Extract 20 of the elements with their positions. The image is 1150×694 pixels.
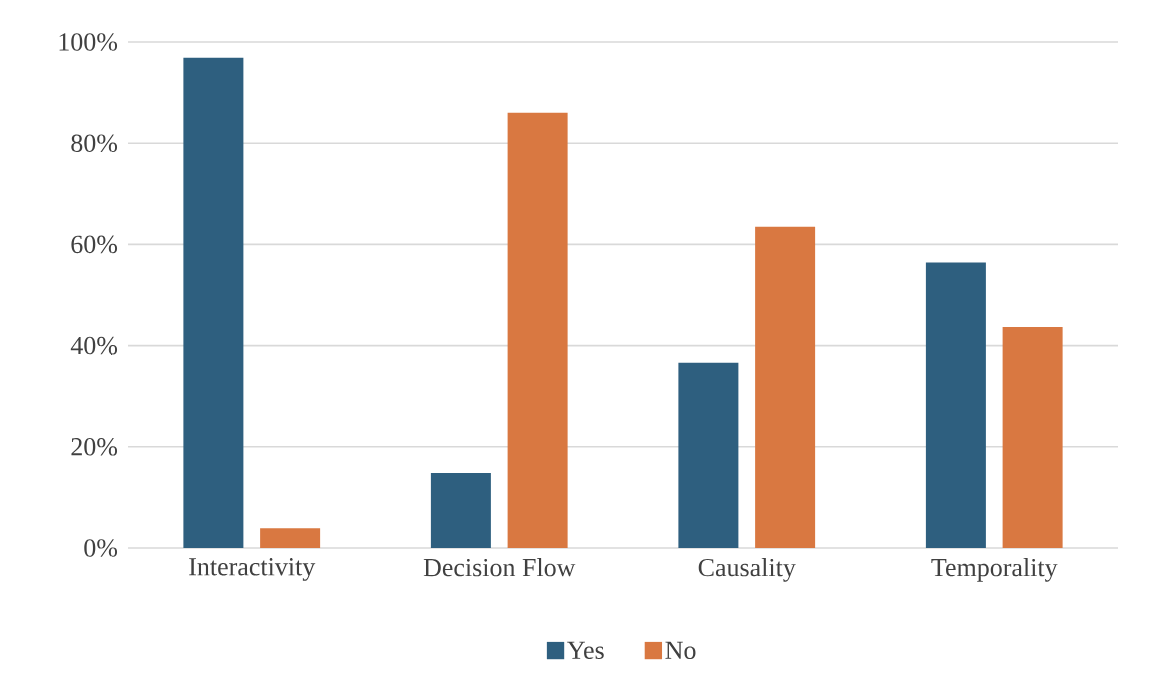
legend-label: Yes xyxy=(567,641,604,659)
bar xyxy=(1002,326,1063,548)
bar xyxy=(430,473,491,548)
y-tick-label: 20% xyxy=(71,437,118,456)
y-tick-label: 60% xyxy=(71,235,118,254)
y-tick-label: 40% xyxy=(70,336,118,355)
bar xyxy=(755,226,816,548)
x-tick-label: Causality xyxy=(698,558,796,582)
legend-label: No xyxy=(665,641,696,659)
y-tick-label: 0% xyxy=(84,539,118,557)
bar xyxy=(260,528,321,548)
x-tick-label: Temporality xyxy=(931,558,1058,582)
bar xyxy=(678,362,739,548)
y-tick-label: 80% xyxy=(71,134,118,153)
x-tick-label: Interactivity xyxy=(189,558,316,581)
y-tick-label: 100% xyxy=(59,33,118,51)
bar xyxy=(507,112,568,548)
bar xyxy=(925,262,986,548)
bar xyxy=(183,57,244,548)
x-tick-label: Decision Flow xyxy=(423,558,576,577)
